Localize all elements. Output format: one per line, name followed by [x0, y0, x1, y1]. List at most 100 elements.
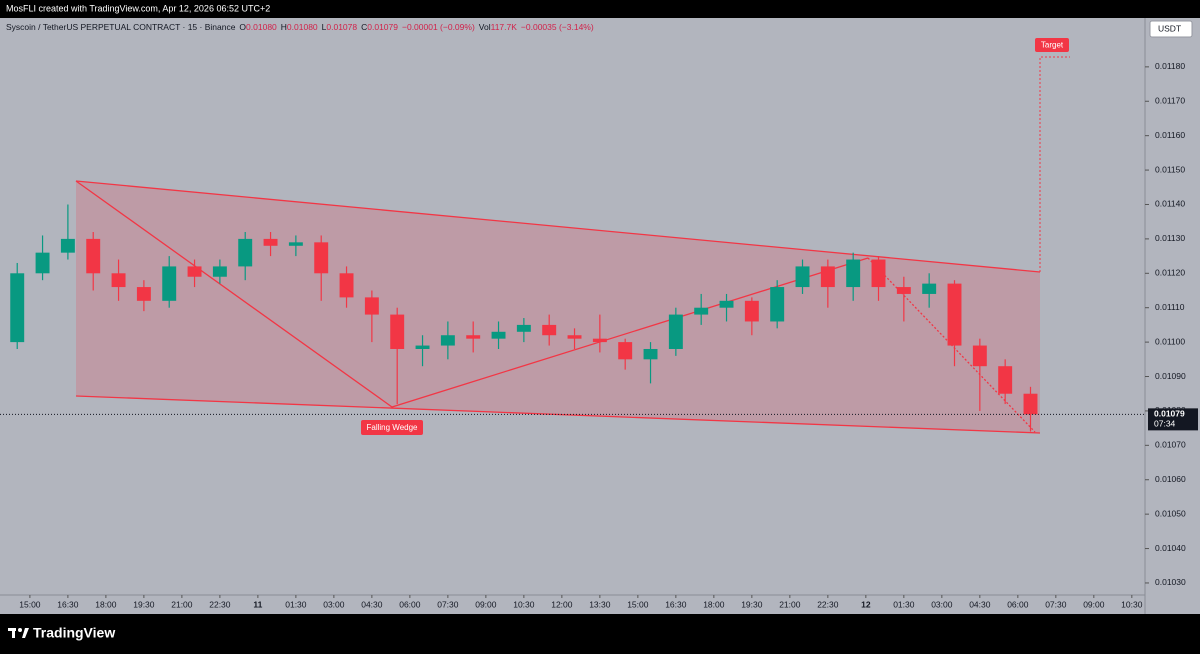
- legend-value: 0.01080: [246, 22, 277, 32]
- y-tick-label: 0.01140: [1155, 199, 1185, 209]
- x-tick-label: 03:00: [931, 599, 953, 609]
- legend-volume: 117.7K: [491, 22, 518, 32]
- candle-body: [440, 335, 455, 346]
- candle-body: [592, 338, 607, 343]
- y-tick-label: 0.01100: [1155, 336, 1185, 346]
- x-tick-label: 06:00: [1007, 599, 1029, 609]
- candle-body: [60, 238, 75, 253]
- x-tick-label: 16:30: [57, 599, 79, 609]
- candle-body: [846, 259, 861, 288]
- header: MosFLI created with TradingView.com, Apr…: [6, 3, 270, 13]
- chart-title: Syscoin / TetherUS PERPETUAL CONTRACT · …: [6, 22, 236, 32]
- legend-value: 0.01080: [287, 22, 318, 32]
- annotation: Target: [1041, 41, 1064, 50]
- y-tick-label: 0.01170: [1155, 96, 1185, 106]
- x-tick-label: 06:00: [399, 599, 421, 609]
- candle-body: [415, 345, 430, 349]
- currency[interactable]: USDT: [1158, 23, 1181, 33]
- x-tick-label: 12: [861, 599, 871, 609]
- x-tick-label: 15:00: [627, 599, 649, 609]
- annotation-box: [1035, 38, 1069, 52]
- x-tick-label: 01:30: [285, 599, 307, 609]
- y-tick-label: 0.01040: [1155, 543, 1186, 553]
- candle-body: [719, 300, 734, 308]
- y-tick-label: 0.01070: [1155, 440, 1186, 450]
- candle-body: [922, 283, 937, 294]
- legend-change: −0.00035 (−3.14%): [521, 22, 594, 32]
- y-tick-label: 0.01090: [1155, 371, 1186, 381]
- candle-body: [314, 242, 329, 274]
- candle-body: [162, 266, 177, 301]
- wedge-zigzag: [75, 180, 869, 408]
- x-tick-label: 21:00: [779, 599, 801, 609]
- x-tick-label: 12:00: [551, 599, 573, 609]
- x-tick-label: 07:30: [1045, 599, 1067, 609]
- candle-body: [136, 287, 151, 301]
- x-tick-label: 18:00: [703, 599, 725, 609]
- candle-body: [10, 273, 25, 343]
- x-tick-label: 04:30: [361, 599, 383, 609]
- candle-body: [212, 266, 227, 277]
- candle-body: [390, 314, 405, 349]
- legend-label: O: [239, 22, 246, 32]
- legend-label: C: [361, 22, 367, 32]
- candle-body: [896, 287, 911, 294]
- annotation: Falling Wedge: [367, 423, 419, 432]
- x-tick-label: 13:30: [589, 599, 611, 609]
- x-tick-label: 19:30: [741, 599, 763, 609]
- candle-body: [542, 324, 557, 336]
- legend-label: H: [281, 22, 287, 32]
- x-tick-label: 09:00: [1083, 599, 1105, 609]
- y-tick-label: 0.01030: [1155, 577, 1186, 587]
- legend-change: −0.00001 (−0.09%): [402, 22, 475, 32]
- x-tick-label: 19:30: [133, 599, 155, 609]
- candle-body: [643, 348, 658, 360]
- x-tick-label: 22:30: [817, 599, 839, 609]
- candle-body: [238, 238, 253, 267]
- x-tick-label: 09:00: [475, 599, 497, 609]
- candle-body: [820, 266, 835, 288]
- candle-body: [364, 297, 379, 315]
- candle-body: [567, 335, 582, 339]
- logo-icon: [8, 628, 29, 638]
- candle-body: [86, 238, 101, 274]
- legend-value: 0.01078: [326, 22, 357, 32]
- x-tick-label: 10:30: [513, 599, 535, 609]
- x-tick-label: 16:30: [665, 599, 687, 609]
- last-price-label: 0.01079: [1154, 409, 1185, 419]
- bottom-bar: [0, 614, 1200, 654]
- x-tick-label: 18:00: [95, 599, 117, 609]
- logo: TradingView: [33, 625, 115, 641]
- candle-body: [466, 335, 481, 339]
- x-tick-label: 22:30: [209, 599, 231, 609]
- y-tick-label: 0.01050: [1155, 508, 1186, 518]
- x-tick-label: 07:30: [437, 599, 459, 609]
- x-tick-label: 04:30: [969, 599, 991, 609]
- y-tick-label: 0.01160: [1155, 130, 1185, 140]
- candle-body: [668, 314, 683, 349]
- candle-body: [972, 345, 987, 367]
- candle-body: [516, 324, 531, 332]
- legend-value: 0.01079: [367, 22, 398, 32]
- candle-body: [795, 266, 810, 288]
- candle-body: [998, 366, 1013, 394]
- candle-body: [35, 252, 50, 274]
- legend-label: L: [322, 22, 327, 32]
- candle-body: [744, 300, 759, 322]
- candle-body: [618, 342, 633, 360]
- x-tick-label: 10:30: [1121, 599, 1143, 609]
- y-tick-label: 0.01110: [1155, 302, 1185, 312]
- legend: Syscoin / TetherUS PERPETUAL CONTRACT · …: [6, 22, 594, 32]
- x-tick-label: 03:00: [323, 599, 345, 609]
- y-tick-label: 0.01130: [1155, 233, 1185, 243]
- x-tick-label: 11: [253, 599, 262, 609]
- candle-body: [288, 242, 303, 246]
- y-tick-label: 0.01150: [1155, 164, 1185, 174]
- last-price-box: [1148, 408, 1198, 431]
- candle-body: [1023, 393, 1038, 415]
- currency-button[interactable]: [1149, 20, 1193, 38]
- legend-label: Vol: [479, 22, 491, 32]
- candle-body: [187, 266, 202, 277]
